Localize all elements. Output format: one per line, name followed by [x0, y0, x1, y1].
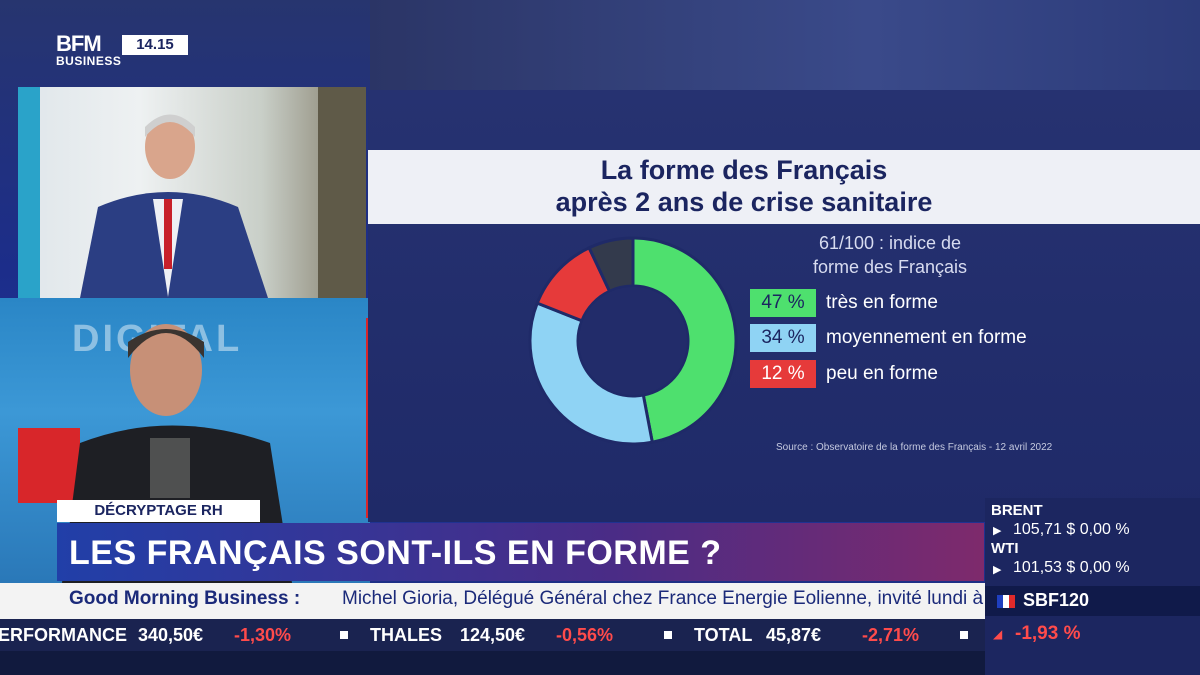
- neutral-arrow-icon: ▶: [993, 564, 1002, 576]
- stock-change: -2,71%: [862, 625, 920, 645]
- guest-hair: [128, 329, 204, 358]
- info-ticker-text: Michel Gioria, Délégué Général chez Fran…: [342, 588, 1036, 609]
- clock: 14.15: [122, 35, 188, 55]
- legend-pct-badge: 12 %: [750, 360, 816, 388]
- tree-trunk: [318, 87, 366, 298]
- video-presenter: [18, 87, 366, 298]
- legend-label: moyennement en forme: [826, 327, 1027, 348]
- index-name: SBF120: [1023, 590, 1090, 610]
- donut-slice-3: [587, 236, 635, 294]
- stock-value: 124,50€: [460, 625, 526, 645]
- markets-panel: BRENT ▶ 105,71 $ 0,00 % WTI ▶ 101,53 $ 0…: [985, 498, 1200, 675]
- legend-label: très en forme: [826, 292, 938, 313]
- stock-name: THALES: [370, 625, 442, 645]
- ticker-separator: [960, 631, 968, 639]
- down-arrow-icon: ◢: [993, 627, 1003, 641]
- donut-chart: [528, 236, 738, 446]
- logo-business-text: BUSINESS: [56, 54, 122, 68]
- index-text-line1: 61/100 : indice de: [818, 233, 962, 253]
- france-flag-icon: [997, 595, 1015, 608]
- guest-head: [130, 324, 202, 416]
- presenter-tie: [164, 199, 172, 269]
- left-figure: [18, 87, 40, 298]
- market-brent-name: BRENT: [991, 502, 1043, 519]
- legend-pct-badge: 34 %: [750, 324, 816, 352]
- stock-change: -0,56%: [556, 625, 614, 645]
- stock-name: TOTAL: [694, 625, 753, 645]
- ticker-separator: [664, 631, 672, 639]
- index-text-line2: forme des Français: [812, 257, 968, 277]
- market-brent-value: 105,71 $ 0,00 %: [1013, 521, 1130, 538]
- chart-title-line1: La forme des Français: [600, 155, 888, 185]
- info-ticker: Good Morning Business : Michel Gioria, D…: [0, 583, 1036, 619]
- market-wti-value: 101,53 $ 0,00 %: [1013, 559, 1130, 576]
- donut-hole: [579, 287, 687, 395]
- presenter-hair: [145, 114, 195, 137]
- stock-ticker: ERFORMANCE 340,50€ -1,30% THALES 124,50€…: [0, 619, 985, 651]
- channel-logo: BFM BUSINESS: [56, 31, 122, 69]
- studio-red-panel: [18, 428, 80, 503]
- stock-change: -1,30%: [234, 625, 292, 645]
- neutral-arrow-icon: ▶: [993, 525, 1002, 537]
- studio-top-band: [370, 0, 1200, 90]
- chart-source: Source : Observatoire de la forme des Fr…: [776, 442, 1053, 453]
- chart-title-box: La forme des Français après 2 ans de cri…: [368, 150, 1200, 224]
- presenter-figure: [18, 87, 366, 298]
- segment-tag: DÉCRYPTAGE RH: [57, 500, 260, 522]
- info-ticker-show: Good Morning Business :: [69, 588, 301, 609]
- legend-label: peu en forme: [826, 363, 938, 384]
- legend-pct-badge: 47 %: [750, 289, 816, 317]
- donut-slice-1: [528, 301, 655, 446]
- ticker-separator: [340, 631, 348, 639]
- index-row: SBF120: [985, 586, 1200, 616]
- market-wti-name: WTI: [991, 540, 1019, 557]
- guest-shirt: [150, 438, 190, 498]
- chart-title-line2: après 2 ans de crise sanitaire: [555, 187, 933, 217]
- stock-value: 340,50€: [138, 625, 204, 645]
- headline: LES FRANÇAIS SONT-ILS EN FORME ?: [69, 534, 722, 572]
- logo-bfm-text: BFM: [56, 31, 102, 56]
- presenter-head: [145, 115, 195, 179]
- stock-value: 45,87€: [766, 625, 822, 645]
- index-change: -1,93 %: [1015, 623, 1081, 644]
- stock-name: ERFORMANCE: [0, 625, 127, 645]
- headline-bar: LES FRANÇAIS SONT-ILS EN FORME ?: [57, 523, 984, 581]
- donut-slice-0: [631, 236, 738, 444]
